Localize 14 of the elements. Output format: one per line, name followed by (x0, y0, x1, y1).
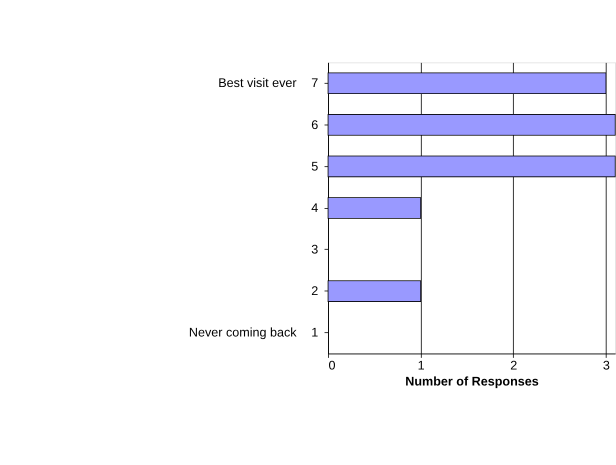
x-tick-label: 1 (418, 358, 425, 373)
y-tick-label: 2 (311, 284, 318, 298)
y-tick-label: 4 (311, 200, 318, 215)
x-tick-label: 0 (328, 358, 336, 373)
x-tick-label: 3 (602, 358, 610, 373)
x-axis-title: Number of Responses (405, 374, 539, 388)
y-tick-label: 1 (311, 326, 318, 340)
x-tick-label: 2 (510, 358, 518, 373)
y-tick-label: 7 (311, 76, 318, 90)
text: Never coming back (188, 326, 298, 340)
y-tick-label: 3 (311, 242, 318, 257)
y-tick-label: 5 (311, 159, 318, 174)
y-tick-label: 6 (311, 118, 318, 132)
text: Best visit ever (218, 76, 297, 90)
